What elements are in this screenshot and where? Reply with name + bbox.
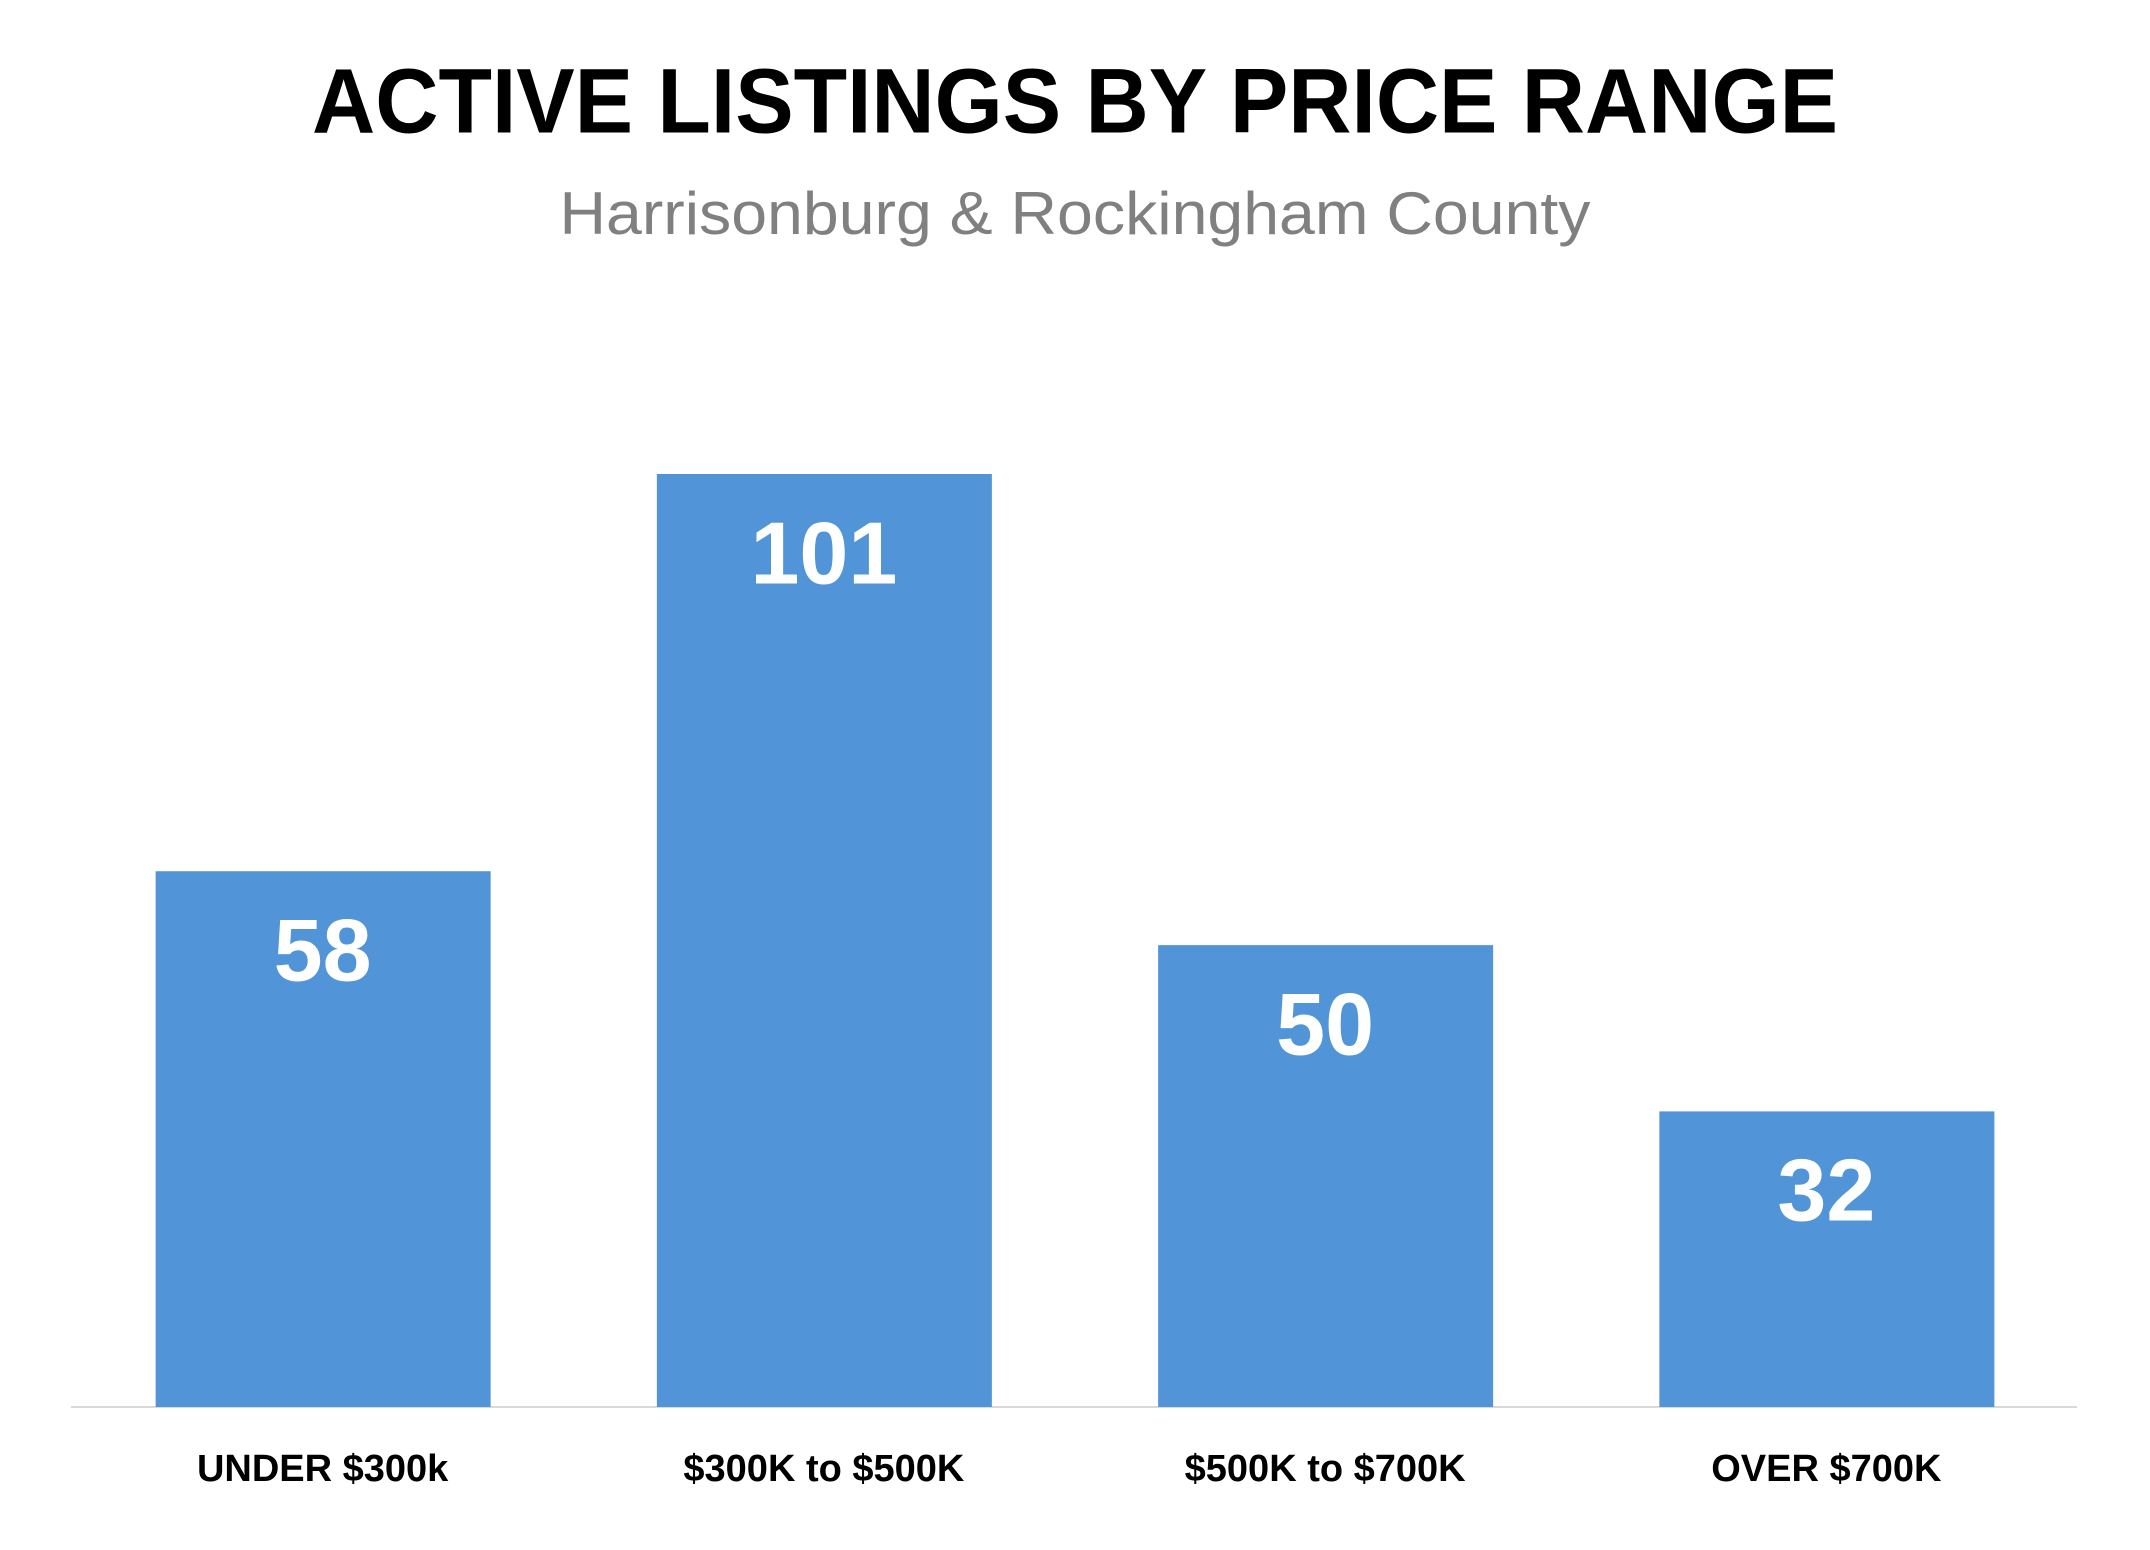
x-tick-label: $300K to $500K [683, 1448, 964, 1490]
chart-subtitle: Harrisonburg & Rockingham County [560, 180, 1591, 247]
x-tick-label: OVER $700K [1711, 1448, 1942, 1490]
x-tick-label: $500K to $700K [1185, 1448, 1466, 1490]
x-tick-label: UNDER $300k [197, 1448, 449, 1490]
data-label: 101 [750, 503, 897, 602]
bar [1659, 1111, 1995, 1407]
bar [1158, 945, 1494, 1407]
data-label: 58 [274, 900, 372, 999]
bar [155, 871, 491, 1407]
bar [656, 474, 992, 1407]
data-label: 32 [1777, 1141, 1875, 1240]
chart-title: ACTIVE LISTINGS BY PRICE RANGE [312, 50, 1838, 152]
data-label: 50 [1276, 974, 1374, 1073]
